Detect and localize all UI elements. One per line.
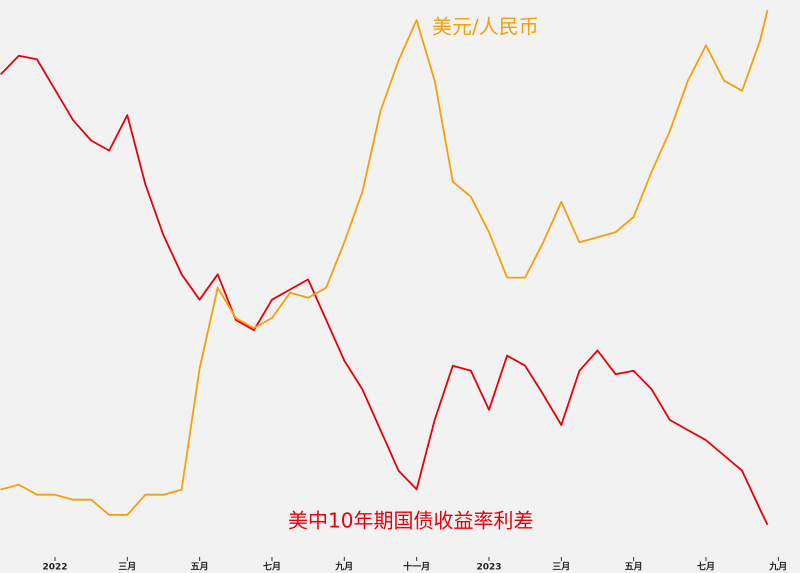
line-series (0, 54, 769, 526)
x-tick-label: 十一月 (403, 561, 430, 573)
x-tick-label: 2023 (476, 563, 501, 573)
series-label: 美中10年期国债收益率利差 (288, 509, 533, 533)
x-tick-label: 三月 (118, 562, 136, 573)
x-tick-label: 七月 (263, 561, 281, 573)
x-tick-label: 三月 (552, 562, 570, 573)
x-tick-label: 2022 (42, 563, 67, 573)
series-label: 美元/人民币 (432, 15, 539, 39)
x-tick-label: 五月 (191, 562, 209, 573)
x-tick-label: 九月 (768, 561, 787, 573)
x-tick-label: 五月 (625, 562, 643, 573)
x-tick-label: 七月 (697, 561, 715, 573)
x-tick-label: 九月 (334, 561, 353, 573)
line-series (0, 9, 769, 516)
